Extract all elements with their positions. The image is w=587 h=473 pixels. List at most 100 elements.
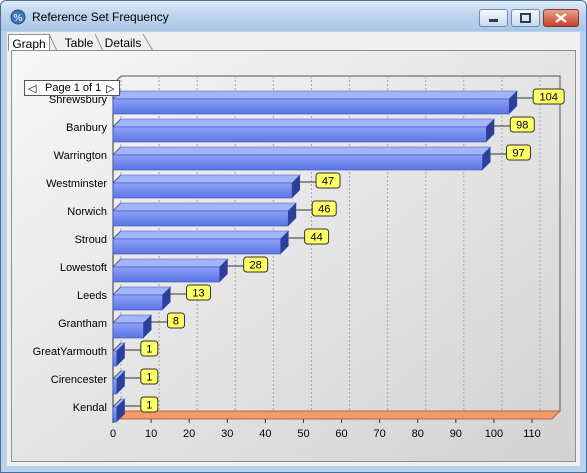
bar-top [112, 174, 301, 184]
tab-divider [49, 34, 58, 51]
minimize-icon [489, 19, 498, 22]
data-label-box [509, 116, 535, 133]
x-tick-label: 60 [335, 428, 347, 440]
x-tick-label: 20 [183, 428, 195, 440]
data-label-box [311, 200, 337, 217]
tab-table[interactable]: Table [64, 36, 94, 50]
x-tick-label: 50 [297, 428, 309, 440]
bar-side [280, 231, 289, 254]
data-label: 44 [310, 232, 322, 244]
bar-side [143, 315, 152, 338]
data-label-box [505, 144, 531, 161]
data-label: 28 [250, 260, 262, 272]
data-label: 8 [173, 316, 179, 328]
data-label-box [532, 88, 565, 105]
data-label: 1 [146, 344, 152, 356]
tab-divider [143, 34, 154, 51]
page-label: Page 1 of 1 [45, 82, 102, 94]
bar-chart: Shrewsbury 104 Banbury 98 Warrington 97 Westmi… [12, 51, 575, 461]
category-label: Lowestoft [60, 262, 107, 274]
chart-floor [111, 410, 562, 420]
bar [112, 154, 483, 171]
data-label: 1 [146, 400, 152, 412]
tab-graph[interactable]: Graph [8, 34, 50, 51]
bar [112, 238, 281, 255]
x-tick-label: 0 [110, 428, 116, 440]
data-label: 47 [322, 176, 334, 188]
window-title: Reference Set Frequency [32, 10, 169, 24]
bar [112, 294, 163, 311]
x-tick-label: 70 [374, 428, 386, 440]
data-label: 98 [516, 120, 528, 132]
x-tick-label: 90 [450, 428, 462, 440]
bar-side [509, 91, 518, 114]
data-label-box [166, 312, 185, 329]
data-label-box [315, 172, 341, 189]
x-tick-label: 40 [259, 428, 271, 440]
bar-side [482, 147, 491, 170]
svg-text:%: % [13, 13, 23, 24]
category-label: Norwich [67, 206, 107, 218]
bar-side [288, 203, 297, 226]
data-label-box [140, 340, 159, 357]
bar [112, 266, 220, 283]
bar-top [112, 202, 297, 212]
bar [112, 210, 289, 227]
category-label: Kendal [73, 402, 107, 414]
category-label: Warrington [54, 150, 107, 162]
bar [112, 98, 510, 115]
category-label: Cirencester [51, 374, 108, 386]
category-label: Leeds [77, 290, 107, 302]
bar-side [292, 175, 301, 198]
category-label: Grantham [58, 318, 107, 330]
page-navigator[interactable]: ◁ Page 1 of 1 ▷ [24, 80, 120, 96]
bar [112, 126, 487, 143]
data-label-box [140, 396, 159, 413]
bar-top [112, 90, 518, 100]
tab-details[interactable]: Details [104, 36, 142, 50]
bar-top [112, 286, 172, 296]
category-label: GreatYarmouth [33, 346, 107, 358]
bar-side [162, 287, 171, 310]
data-label: 1 [146, 372, 152, 384]
x-tick-label: 100 [485, 428, 503, 440]
data-label-box [304, 228, 330, 245]
bar [112, 378, 118, 395]
bar-side [116, 371, 125, 394]
client-area: Graph Table Details [7, 32, 580, 466]
data-label-box [243, 256, 269, 273]
minimize-button[interactable] [479, 9, 508, 27]
tab-divider [95, 34, 104, 51]
x-tick-label: 30 [221, 428, 233, 440]
maximize-icon [520, 13, 531, 23]
next-page-icon[interactable]: ▷ [106, 83, 115, 95]
x-tick-label: 80 [412, 428, 424, 440]
data-label: 13 [192, 288, 204, 300]
bar-side [116, 399, 125, 422]
x-tick-label: 10 [145, 428, 157, 440]
data-label: 104 [539, 92, 557, 104]
bar [112, 322, 144, 339]
maximize-button[interactable] [511, 9, 540, 27]
x-tick-label: 110 [523, 428, 541, 440]
bar-side [219, 259, 228, 282]
bar-top [112, 230, 290, 240]
close-icon [555, 13, 567, 23]
data-label: 46 [318, 204, 330, 216]
title-bar: % Reference Set Frequency [1, 1, 586, 31]
bar [112, 406, 118, 423]
data-label-box [186, 284, 212, 301]
prev-page-icon[interactable]: ◁ [28, 83, 37, 95]
category-label: Stroud [75, 234, 107, 246]
category-label: Westminster [46, 178, 107, 190]
bar-top [112, 118, 496, 128]
bar-side [116, 343, 125, 366]
bar-side [486, 119, 495, 142]
close-button[interactable] [543, 9, 579, 27]
bar-top [112, 146, 492, 156]
data-label: 97 [512, 148, 524, 160]
category-label: Banbury [66, 122, 107, 134]
graph-panel: Shrewsbury 104 Banbury 98 Warrington 97 Westmi… [11, 50, 576, 462]
bar [112, 182, 293, 199]
